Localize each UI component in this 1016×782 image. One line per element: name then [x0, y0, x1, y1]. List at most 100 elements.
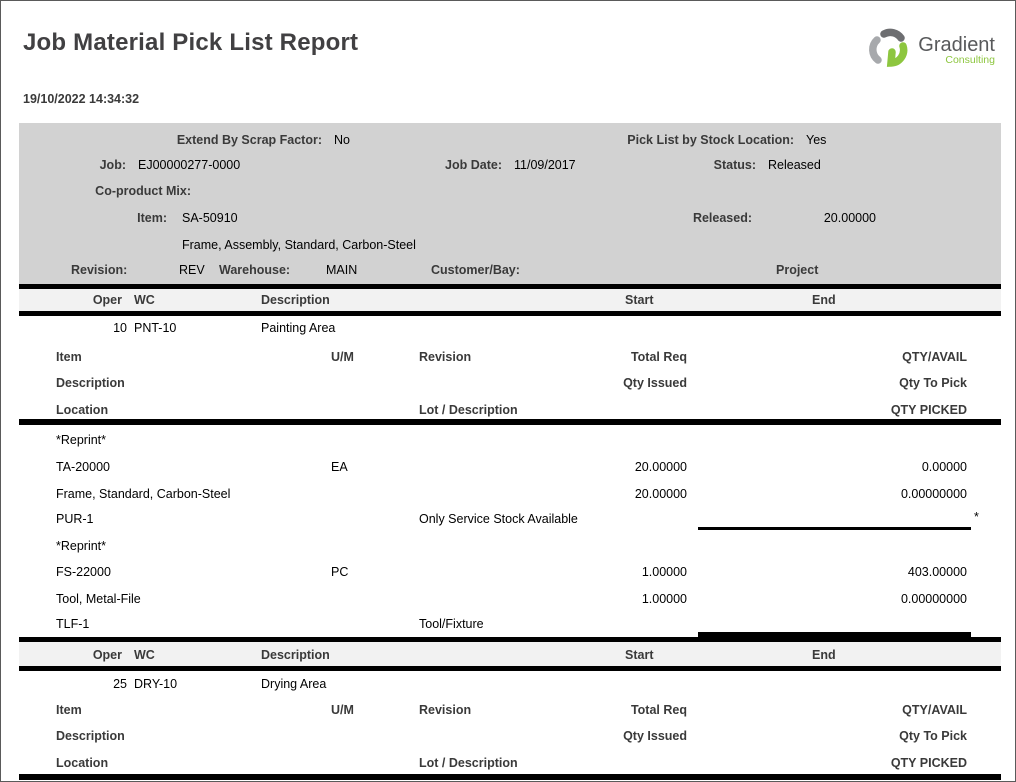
co-product-mix-label: Co-product Mix: [95, 184, 191, 198]
material-item: TA-20000 [56, 460, 110, 474]
material-um: EA [331, 460, 348, 474]
report-timestamp: 19/10/2022 14:34:32 [23, 92, 140, 106]
wc-col-header: WC [134, 293, 155, 307]
lot-description-col-header: Lot / Description [419, 756, 518, 770]
oper-col-header: Oper [92, 293, 122, 307]
description-col-header2: Description [56, 376, 125, 390]
location-col-header: Location [56, 756, 109, 770]
revision-value: REV [179, 263, 205, 277]
rule-headers1-bottom [19, 419, 1001, 425]
wc-value: PNT-10 [134, 321, 177, 335]
status-value: Released [768, 158, 821, 172]
job-date-label: Job Date: [445, 158, 502, 172]
oper-band-1 [19, 289, 1001, 311]
material-qty-issued: 1.00000 [641, 592, 687, 606]
material-lot-description: Only Service Stock Available [419, 512, 578, 526]
wc-value: DRY-10 [134, 677, 178, 691]
rule-band2-top [19, 637, 1001, 642]
warehouse-value: MAIN [326, 263, 358, 277]
rule-band2-bottom [19, 666, 1001, 671]
item-col-header: Item [56, 703, 82, 717]
material-description: Frame, Standard, Carbon-Steel [56, 487, 231, 501]
logo: Gradient Consulting [865, 27, 995, 73]
extend-by-scrap-factor-value: No [334, 133, 350, 147]
location-col-header: Location [56, 403, 109, 417]
revision-label: Revision: [71, 263, 128, 277]
page-title: Job Material Pick List Report [23, 29, 359, 56]
qty-picked-write-line [698, 632, 971, 637]
rule-band1-top [19, 284, 1001, 289]
material-total-req: 1.00000 [641, 565, 687, 579]
job-label: Job: [99, 158, 126, 172]
logo-name: Gradient [918, 34, 995, 56]
project-label: Project [776, 263, 819, 277]
item-col-header: Item [56, 350, 82, 364]
wc-col-header: WC [134, 648, 155, 662]
total-req-col-header: Total Req [630, 703, 687, 717]
released-label: Released: [692, 211, 752, 225]
extend-by-scrap-factor-label: Extend By Scrap Factor: [176, 133, 322, 147]
job-date-value: 11/09/2017 [514, 158, 576, 172]
material-location: TLF-1 [56, 617, 90, 631]
qty-picked-write-line [698, 527, 971, 530]
oper-description-value: Drying Area [261, 677, 327, 691]
description-col-header2: Description [56, 729, 125, 743]
material-qty-to-pick: 0.00000000 [900, 487, 967, 501]
description-col-header: Description [261, 648, 330, 662]
qty-issued-col-header: Qty Issued [623, 376, 687, 390]
revision-col-header: Revision [419, 350, 472, 364]
material-qty-avail: 403.00000 [907, 565, 967, 579]
oper-band-2 [19, 642, 1001, 666]
released-value: 20.00000 [823, 211, 876, 225]
gradient-logo-icon [869, 28, 908, 67]
material-location: PUR-1 [56, 512, 94, 526]
warehouse-label: Warehouse: [219, 263, 291, 277]
logo-tagline: Consulting [945, 54, 995, 66]
picklist-by-stock-location-label: Pick List by Stock Location: [627, 133, 794, 147]
qty-avail-col-header: QTY/AVAIL [902, 703, 967, 717]
job-header-box [19, 123, 1001, 284]
item-label: Item: [137, 211, 167, 225]
reprint-flag: *Reprint* [56, 433, 107, 447]
material-qty-avail: 0.00000 [921, 460, 967, 474]
logo-text: Gradient Consulting [918, 34, 995, 66]
material-lot-description: Tool/Fixture [419, 617, 484, 631]
end-col-header: End [812, 648, 836, 662]
oper-col-header: Oper [92, 648, 122, 662]
qty-issued-col-header: Qty Issued [623, 729, 687, 743]
end-col-header: End [812, 293, 836, 307]
item-value: SA-50910 [182, 211, 238, 225]
description-col-header: Description [261, 293, 330, 307]
um-col-header: U/M [331, 703, 354, 717]
material-item: FS-22000 [56, 565, 111, 579]
um-col-header: U/M [331, 350, 354, 364]
total-req-col-header: Total Req [630, 350, 687, 364]
oper-value: 10 [113, 321, 127, 335]
qty-picked-col-header: QTY PICKED [890, 403, 967, 417]
start-col-header: Start [625, 648, 654, 662]
material-qty-picked-flag: * [974, 510, 979, 524]
material-qty-to-pick: 0.00000000 [900, 592, 967, 606]
material-um: PC [331, 565, 349, 579]
revision-col-header: Revision [419, 703, 472, 717]
status-label: Status: [713, 158, 756, 172]
qty-avail-col-header: QTY/AVAIL [902, 350, 967, 364]
item-description: Frame, Assembly, Standard, Carbon-Steel [182, 238, 416, 252]
start-col-header: Start [625, 293, 654, 307]
material-total-req: 20.00000 [634, 460, 687, 474]
qty-picked-col-header: QTY PICKED [890, 756, 967, 770]
qty-to-pick-col-header: Qty To Pick [899, 729, 967, 743]
material-description: Tool, Metal-File [56, 592, 141, 606]
picklist-by-stock-location-value: Yes [806, 133, 827, 147]
qty-to-pick-col-header: Qty To Pick [899, 376, 967, 390]
customer-bay-label: Customer/Bay: [431, 263, 520, 277]
rule-headers2-bottom [19, 774, 1001, 780]
reprint-flag: *Reprint* [56, 539, 107, 553]
oper-description-value: Painting Area [261, 321, 336, 335]
lot-description-col-header: Lot / Description [419, 403, 518, 417]
rule-band1-bottom [19, 311, 1001, 316]
material-qty-issued: 20.00000 [634, 487, 687, 501]
job-value: EJ00000277-0000 [138, 158, 241, 172]
oper-value: 25 [113, 677, 127, 691]
